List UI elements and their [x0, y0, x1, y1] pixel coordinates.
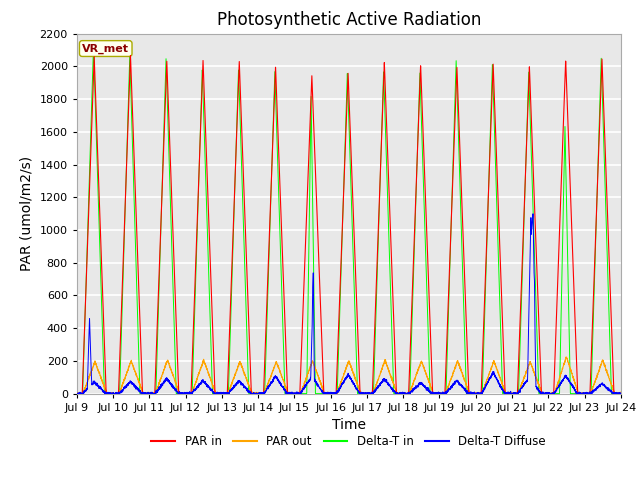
X-axis label: Time: Time — [332, 418, 366, 432]
Legend: PAR in, PAR out, Delta-T in, Delta-T Diffuse: PAR in, PAR out, Delta-T in, Delta-T Dif… — [147, 430, 551, 453]
Title: Photosynthetic Active Radiation: Photosynthetic Active Radiation — [216, 11, 481, 29]
Y-axis label: PAR (umol/m2/s): PAR (umol/m2/s) — [20, 156, 34, 271]
Text: VR_met: VR_met — [83, 43, 129, 54]
